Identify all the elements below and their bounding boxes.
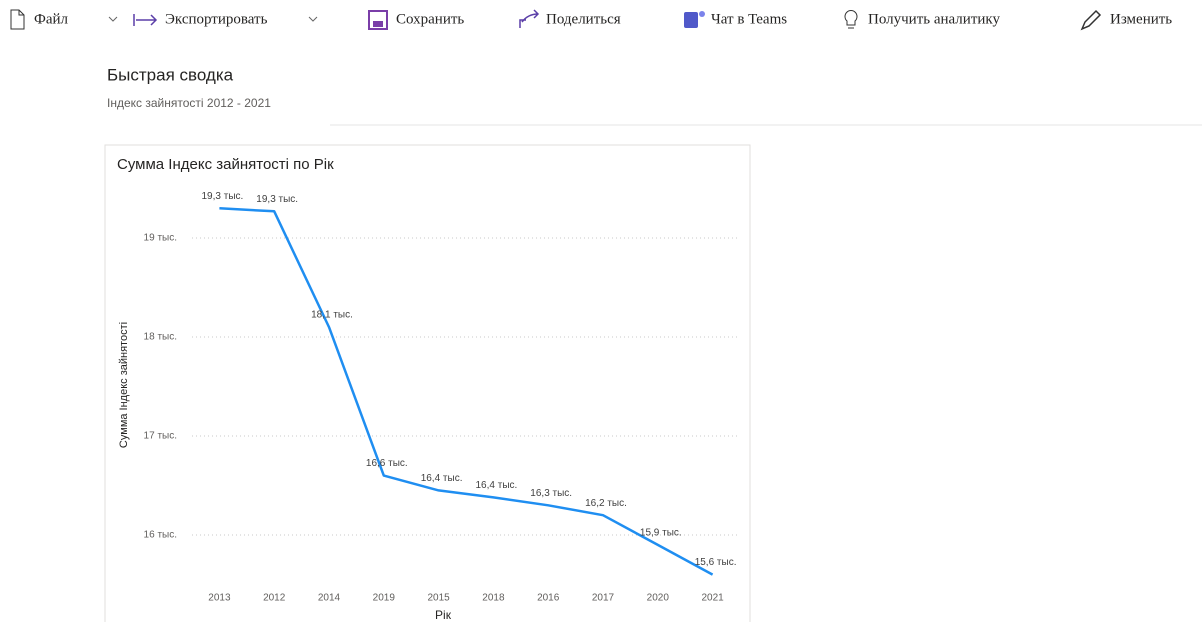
data-label: 15,9 тыс.	[640, 528, 682, 539]
data-label: 16,4 тыс.	[476, 480, 518, 491]
chart-title: Сумма Індекс зайнятості по Рік	[117, 156, 334, 173]
data-label: 16,2 тыс.	[585, 498, 627, 509]
x-tick-label: 2017	[592, 593, 615, 604]
menu-save[interactable]: Сохранить	[396, 11, 464, 27]
teams-icon	[684, 12, 698, 28]
x-tick-label: 2020	[647, 593, 670, 604]
menu-edit[interactable]: Изменить	[1110, 11, 1172, 27]
x-tick-label: 2016	[537, 593, 560, 604]
page-title: Быстрая сводка	[107, 65, 234, 84]
page-subtitle: Індекс зайнятості 2012 - 2021	[107, 96, 271, 110]
teams-icon-part	[699, 11, 705, 17]
y-axis-title: Сумма Індекс зайнятості	[118, 322, 130, 448]
menu-export[interactable]: Экспортировать	[165, 11, 268, 27]
chart-card	[104, 144, 751, 622]
share-icon	[519, 9, 540, 28]
data-label: 19,3 тыс.	[202, 191, 244, 202]
x-tick-label: 2014	[318, 593, 341, 604]
data-label: 19,3 тыс.	[256, 194, 298, 205]
data-label: 18,1 тыс.	[311, 310, 353, 321]
x-tick-label: 2015	[427, 593, 450, 604]
line	[219, 207, 714, 576]
save-icon-part	[373, 21, 383, 27]
file-icon	[10, 9, 25, 30]
x-tick-label: 2013	[208, 593, 231, 604]
menu-file[interactable]: Файл	[34, 11, 69, 27]
y-tick-label: 17 тыс.	[144, 431, 177, 442]
edit-icon	[1080, 9, 1102, 31]
y-tick-label: 16 тыс.	[144, 530, 177, 541]
data-label: 16,3 тыс.	[530, 488, 572, 499]
insight-icon	[844, 10, 858, 29]
y-tick-label: 18 тыс.	[144, 332, 177, 343]
x-tick-label: 2021	[701, 593, 724, 604]
data-label: 15,6 тыс.	[695, 557, 737, 568]
data-label: 16,6 тыс.	[366, 458, 408, 469]
menu-insights[interactable]: Получить аналитику	[868, 11, 1000, 27]
save-icon	[368, 10, 388, 30]
menu-share[interactable]: Поделиться	[546, 11, 621, 27]
chevron	[108, 16, 118, 22]
menu-teams[interactable]: Чат в Teams	[711, 11, 787, 27]
x-tick-label: 2018	[482, 593, 505, 604]
x-axis-title: Рік	[435, 608, 452, 622]
toolbar	[0, 0, 1202, 40]
chevron	[308, 16, 318, 22]
x-tick-label: 2019	[373, 593, 396, 604]
data-label: 16,4 тыс.	[421, 473, 463, 484]
y-tick-label: 19 тыс.	[144, 233, 177, 244]
export-icon	[133, 14, 158, 26]
x-tick-label: 2012	[263, 593, 286, 604]
